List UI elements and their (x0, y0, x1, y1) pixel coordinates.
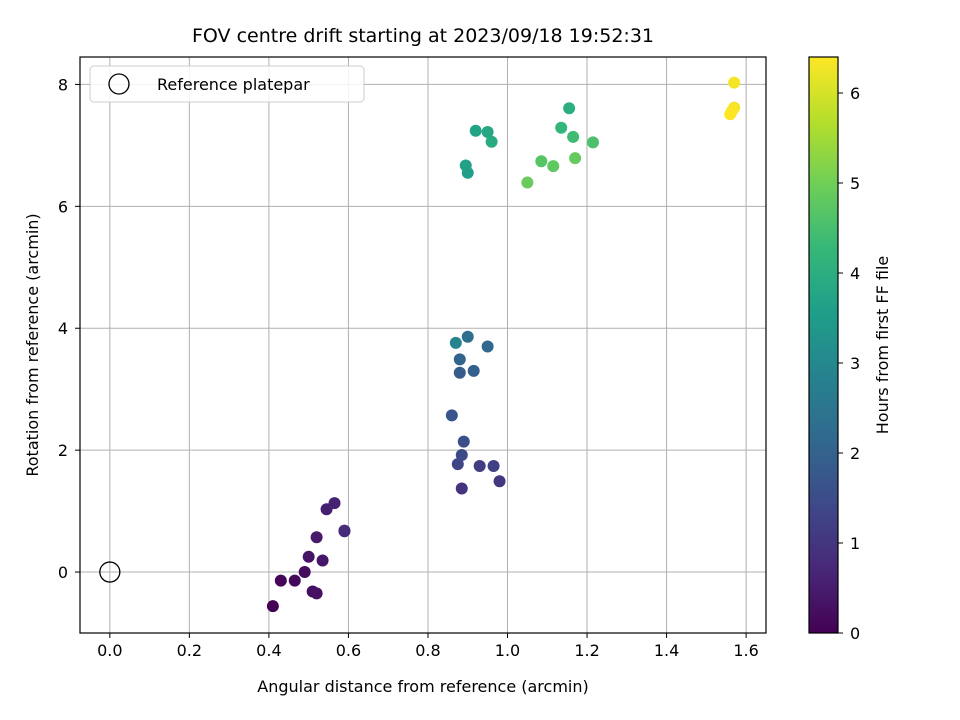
x-tick-label: 0.8 (415, 641, 440, 660)
x-tick-label: 1.4 (654, 641, 679, 660)
scatter-point (316, 554, 329, 567)
colorbar-tick-label: 4 (850, 264, 860, 283)
scatter-point (455, 482, 468, 495)
scatter-point (455, 449, 468, 462)
colorbar-gradient (808, 56, 839, 634)
scatter-point (487, 459, 500, 472)
scatter-point (535, 155, 548, 168)
reference-point-layer (99, 561, 121, 583)
scatter-point (457, 435, 470, 448)
x-tick-label: 1.0 (495, 641, 520, 660)
colorbar-tick-label: 1 (850, 534, 860, 553)
colorbar-tick-label: 6 (850, 84, 860, 103)
scatter-point (567, 130, 580, 143)
scatter-point (338, 524, 351, 537)
scatter-point (481, 125, 494, 138)
chart-title: FOV centre drift starting at 2023/09/18 … (192, 25, 654, 47)
scatter-point (310, 587, 323, 600)
scatter-point (459, 159, 472, 172)
scatter-point (481, 340, 494, 353)
x-tick-label: 1.6 (733, 641, 758, 660)
y-axis-label: Rotation from reference (arcmin) (23, 213, 42, 476)
x-tick-label: 0.4 (256, 641, 281, 660)
legend-box (89, 65, 365, 103)
legend: Reference platepar (89, 65, 365, 103)
x-tick-label: 0.6 (336, 641, 361, 660)
scatter-point (563, 102, 576, 115)
scatter-point (310, 531, 323, 544)
scatter-point (274, 574, 287, 587)
plot-frame (79, 56, 767, 634)
y-tick-label: 2 (58, 441, 68, 460)
scatter-point (521, 176, 534, 189)
scatter-point (328, 497, 341, 510)
colorbar-label: Hours from first FF file (873, 256, 892, 435)
grid (80, 57, 766, 633)
scatter-point (461, 330, 474, 343)
scatter-point (587, 136, 600, 149)
scatter-point (485, 135, 498, 148)
scatter-point (453, 353, 466, 366)
colorbar-ticks: 0 1 2 3 4 5 6 (838, 84, 860, 643)
y-tick-label: 4 (58, 319, 68, 338)
scatter-point (467, 364, 480, 377)
legend-entry-reference-platepar: Reference platepar (157, 75, 310, 94)
colorbar-tick-label: 0 (850, 624, 860, 643)
x-axis-ticks: 0.0 0.2 0.4 0.6 0.8 1.0 1.2 1.4 1.6 (97, 633, 759, 660)
reference-platepar-marker (99, 561, 121, 583)
scatter-points (266, 76, 741, 613)
scatter-point (302, 550, 315, 563)
scatter-point (298, 566, 311, 579)
y-tick-label: 0 (58, 563, 68, 582)
scatter-point (469, 124, 482, 137)
scatter-point (445, 409, 458, 422)
x-tick-label: 1.2 (574, 641, 599, 660)
scatter-point (451, 458, 464, 471)
scatter-point (569, 152, 582, 165)
scatter-point (555, 121, 568, 134)
scatter-point (266, 600, 279, 613)
scatter-point (547, 160, 560, 173)
y-tick-label: 8 (58, 75, 68, 94)
x-tick-label: 0.0 (97, 641, 122, 660)
scatter-point (493, 475, 506, 488)
colorbar-tick-label: 2 (850, 444, 860, 463)
y-axis-ticks: 0 2 4 6 8 (58, 75, 80, 582)
colorbar-tick-label: 3 (850, 354, 860, 373)
x-tick-label: 0.2 (177, 641, 202, 660)
scatter-point (453, 366, 466, 379)
scatter-point (724, 108, 737, 121)
scatter-point (728, 76, 741, 89)
colorbar: 0 1 2 3 4 5 6 Hours from first FF file (808, 56, 892, 643)
scatter-point (449, 336, 462, 349)
scatter-point (473, 459, 486, 472)
y-tick-label: 6 (58, 197, 68, 216)
legend-marker (108, 73, 130, 95)
colorbar-tick-label: 5 (850, 174, 860, 193)
x-axis-label: Angular distance from reference (arcmin) (257, 677, 588, 696)
scatter-point (288, 574, 301, 587)
